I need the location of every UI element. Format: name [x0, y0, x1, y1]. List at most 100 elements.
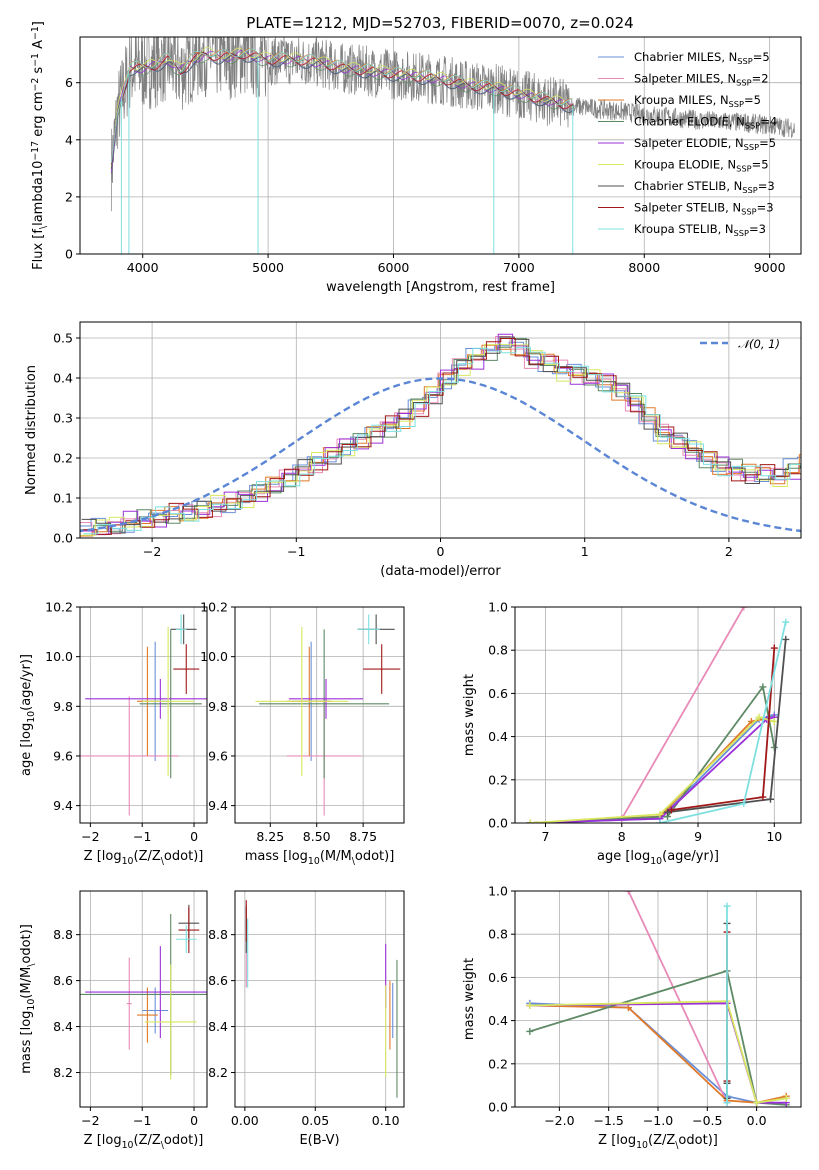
panel-weight_vs_Z: −2.0 −1.5 −1.0 −0.5 0.0 0.0 0.2 0.4 0.6 0.8 1.0 Z [… — [462, 884, 802, 1151]
x-tick-label: 8.25 — [256, 829, 284, 844]
weight-point — [782, 1094, 790, 1102]
legend-label: Kroupa ELODIE, NSSP=5 — [634, 158, 769, 174]
y-tick-label: 8.4 — [208, 1019, 228, 1034]
residual-histogram — [81, 336, 801, 534]
y-tick-label: 0.2 — [488, 1056, 508, 1071]
y-axis-label: mass [log10(M/M\odot)] — [19, 924, 37, 1074]
axes-frame — [79, 36, 802, 255]
weight-point — [755, 713, 763, 721]
y-tick-label: 0.0 — [488, 816, 508, 831]
legend-label: Salpeter STELIB, NSSP=3 — [634, 201, 774, 217]
y-tick-label: 0.8 — [488, 643, 508, 658]
x-axis-label: E(B-V) — [299, 1133, 339, 1148]
panel-age_vs_mass: 8.25 8.50 8.75 9.4 9.6 9.8 10.0 10.2 mass [log10… — [200, 600, 405, 867]
plot-area — [526, 891, 790, 1107]
y-tick-label: 10.2 — [45, 600, 73, 615]
residual-histogram — [83, 347, 801, 535]
y-axis-label: age [log10(age/yr)] — [19, 654, 37, 776]
y-tick-label: 8.6 — [208, 973, 228, 988]
x-tick-label: −2 — [81, 829, 99, 844]
weight-point — [770, 644, 778, 652]
grid-lines — [515, 606, 801, 824]
x-tick-label: 8 — [618, 829, 626, 844]
model-spectrum — [110, 48, 573, 164]
x-tick-label: 5000 — [252, 260, 284, 275]
y-tick-label: 9.4 — [208, 798, 228, 813]
legend-label: Salpeter MILES, NSSP=2 — [634, 72, 769, 88]
x-tick-label: 0 — [190, 1113, 198, 1128]
weight-series-line — [621, 607, 745, 820]
grid-lines — [235, 891, 404, 1107]
x-tick-label: −1 — [133, 829, 151, 844]
x-tick-label: 8000 — [628, 260, 660, 275]
y-tick-label: 8.2 — [208, 1065, 228, 1080]
y-tick-label: 0 — [65, 247, 73, 262]
x-tick-label: 0.10 — [372, 1113, 400, 1128]
weight-point — [526, 819, 534, 823]
y-tick-label: 0.2 — [488, 772, 508, 787]
y-tick-label: 9.8 — [208, 699, 228, 714]
panel-weight_vs_age: 7 8 9 10 0.0 0.2 0.4 0.6 0.8 1.0 age [log10(age/yr… — [462, 600, 802, 867]
y-tick-label: 9.8 — [53, 699, 73, 714]
weight-point — [782, 635, 790, 643]
spectrum-legend: Chabrier MILES, NSSP=5 Salpeter MILES, NS… — [598, 50, 777, 238]
x-tick-label: 7000 — [503, 260, 535, 275]
weight-point — [766, 795, 774, 803]
x-tick-label: −1.5 — [594, 1113, 624, 1128]
panel-spectrum: 4000 5000 6000 7000 8000 9000 0 2 4 6 wavelength [… — [30, 21, 802, 295]
y-tick-label: 8.2 — [53, 1065, 73, 1080]
legend-label: Chabrier STELIB, NSSP=3 — [634, 179, 775, 195]
x-tick-label: 8.50 — [303, 829, 331, 844]
y-tick-label: 0.8 — [488, 927, 508, 942]
x-axis-label: wavelength [Angstrom, rest frame] — [326, 280, 555, 295]
gaussian-legend-label: 𝒩(0, 1) — [738, 337, 780, 351]
x-tick-label: 10 — [766, 829, 782, 844]
model-spectrum — [110, 49, 573, 173]
y-tick-label: 9.6 — [53, 748, 73, 763]
weight-point — [740, 607, 748, 611]
y-tick-label: 10.0 — [200, 649, 228, 664]
y-tick-label: 8.6 — [53, 973, 73, 988]
axes-frame — [234, 606, 405, 824]
weight-point — [723, 902, 731, 910]
y-tick-label: 0.6 — [488, 970, 508, 985]
grid-lines — [515, 890, 801, 1108]
weight-point — [656, 810, 664, 818]
x-tick-label: 7 — [542, 829, 550, 844]
y-tick-label: 9.4 — [53, 798, 73, 813]
weight-point — [770, 717, 778, 725]
x-tick-label: 8.75 — [349, 829, 377, 844]
residual-histogram — [82, 338, 801, 535]
y-tick-label: 1.0 — [488, 600, 508, 615]
model-spectrum — [110, 52, 573, 170]
weight-point — [526, 1027, 534, 1035]
y-tick-label: 0.3 — [53, 411, 73, 426]
axes-frame — [514, 606, 802, 824]
x-tick-label: 2 — [725, 544, 733, 559]
weight-series-line — [529, 969, 787, 1106]
y-tick-label: 1.0 — [488, 884, 508, 899]
x-axis-label: age [log10(age/yr)] — [597, 849, 719, 867]
x-axis-label: (data-model)/error — [380, 564, 501, 579]
residual-histogram — [80, 344, 801, 536]
residual-histogram — [80, 336, 801, 536]
weight-point — [740, 800, 748, 808]
model-spectrum — [110, 48, 573, 165]
x-tick-label: −0.5 — [692, 1113, 722, 1128]
residual-histogram — [80, 344, 801, 537]
y-tick-label: 0.4 — [53, 371, 73, 386]
x-tick-label: 4000 — [127, 260, 159, 275]
weight-point — [656, 819, 664, 823]
weight-series-line — [671, 647, 776, 811]
model-spectrum — [110, 51, 573, 165]
x-tick-label: 9000 — [754, 260, 786, 275]
y-tick-label: 10.2 — [200, 600, 228, 615]
grid-lines — [80, 606, 207, 823]
weight-point — [624, 1004, 632, 1012]
y-tick-label: 4 — [65, 132, 73, 147]
x-tick-label: −2.0 — [544, 1113, 574, 1128]
y-axis-label: Normed distribution — [24, 365, 39, 495]
x-tick-label: −2 — [81, 1113, 99, 1128]
x-tick-label: 1 — [581, 544, 589, 559]
